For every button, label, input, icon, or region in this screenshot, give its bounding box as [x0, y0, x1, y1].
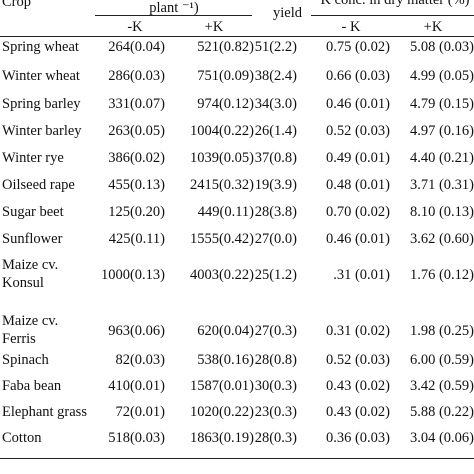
table-bottom-rule: [0, 458, 474, 459]
value-conc-plus-k: 3.71 (0.31): [409, 177, 474, 193]
value-minus-k: 518(0.03): [108, 430, 165, 446]
value-conc-plus-k: 4.99 (0.05): [409, 68, 474, 84]
value-conc-minus-k: 0.43 (0.02): [325, 404, 390, 420]
value-yield: 38(2.4): [254, 68, 297, 84]
crop-name: Sunflower: [2, 231, 63, 247]
value-yield: 37(0.8): [254, 150, 297, 166]
value-conc-plus-k: 1.98 (0.25): [409, 323, 474, 339]
value-conc-minus-k: 0.48 (0.01): [325, 177, 390, 193]
value-conc-minus-k: 0.70 (0.02): [325, 204, 390, 220]
value-plus-k: 2415(0.32): [189, 177, 254, 193]
value-minus-k: 263(0.05): [108, 123, 165, 139]
value-conc-minus-k: 0.46 (0.01): [325, 96, 390, 112]
value-yield: 25(1.2): [254, 267, 297, 283]
value-plus-k: 4003(0.22): [189, 267, 254, 283]
value-yield: 34(3.0): [254, 96, 297, 112]
value-yield: 26(1.4): [254, 123, 297, 139]
value-minus-k: 82(0.03): [115, 352, 165, 368]
value-plus-k: 751(0.09): [197, 68, 254, 84]
value-minus-k: 425(0.11): [108, 231, 165, 247]
header-plus-k-2: +K: [423, 19, 443, 35]
crop-name: Konsul: [2, 275, 44, 291]
value-plus-k: 1039(0.05): [189, 150, 254, 166]
value-plus-k: 1587(0.01): [189, 378, 254, 394]
crop-name: Maize cv.: [2, 313, 59, 329]
value-plus-k: 1004(0.22): [189, 123, 254, 139]
value-conc-minus-k: 0.52 (0.03): [325, 123, 390, 139]
value-yield: 19(3.9): [254, 177, 297, 193]
value-conc-minus-k: 0.43 (0.02): [325, 378, 390, 394]
value-conc-minus-k: 0.66 (0.03): [325, 68, 390, 84]
value-conc-minus-k: 0.36 (0.03): [325, 430, 390, 446]
value-minus-k: 331(0.07): [108, 96, 165, 112]
value-minus-k: 286(0.03): [108, 68, 165, 84]
header-yield: yield: [273, 5, 302, 21]
value-plus-k: 521(0.82): [197, 39, 254, 55]
value-conc-plus-k: 5.08 (0.03): [409, 39, 474, 55]
value-minus-k: 963(0.06): [108, 323, 165, 339]
header-group-rule-1: [95, 15, 252, 16]
value-conc-minus-k: 0.31 (0.02): [325, 323, 390, 339]
value-conc-minus-k: .31 (0.01): [333, 267, 390, 283]
value-conc-plus-k: 8.10 (0.13): [409, 204, 474, 220]
value-conc-plus-k: 5.88 (0.22): [409, 404, 474, 420]
crop-name: Spring barley: [2, 96, 81, 112]
crop-name: Sugar beet: [2, 204, 64, 220]
value-conc-plus-k: 3.42 (0.59): [409, 378, 474, 394]
value-minus-k: 455(0.13): [108, 177, 165, 193]
header-minus-k-1: -K: [127, 19, 143, 35]
value-plus-k: 538(0.16): [197, 352, 254, 368]
value-plus-k: 449(0.11): [197, 204, 254, 220]
header-minus-k-2: - K: [341, 19, 361, 35]
header-plus-k-1: +K: [204, 19, 224, 35]
crop-name: Cotton: [2, 430, 42, 446]
value-yield: 51(2.2): [254, 39, 297, 55]
value-plus-k: 620(0.04): [197, 323, 254, 339]
crop-name: Winter wheat: [2, 68, 80, 84]
crop-name: Faba bean: [2, 378, 62, 394]
crop-name: Spinach: [2, 352, 49, 368]
header-group-plant: plant ⁻¹): [149, 0, 199, 16]
value-conc-minus-k: 0.75 (0.02): [325, 39, 390, 55]
value-conc-minus-k: 0.52 (0.03): [325, 352, 390, 368]
header-crop: Crop: [2, 0, 31, 10]
value-plus-k: 1863(0.19): [189, 430, 254, 446]
value-plus-k: 1555(0.42): [189, 231, 254, 247]
crop-name: Winter rye: [2, 150, 64, 166]
value-minus-k: 386(0.02): [108, 150, 165, 166]
value-conc-plus-k: 4.97 (0.16): [409, 123, 474, 139]
value-conc-minus-k: 0.49 (0.01): [325, 150, 390, 166]
value-conc-plus-k: 3.62 (0.60): [409, 231, 474, 247]
value-yield: 27(0.3): [254, 323, 297, 339]
crop-name: Maize cv.: [2, 257, 59, 273]
value-plus-k: 1020(0.22): [189, 404, 254, 420]
value-plus-k: 974(0.12): [197, 96, 254, 112]
crop-name: Spring wheat: [2, 39, 79, 55]
value-yield: 23(0.3): [254, 404, 297, 420]
value-conc-plus-k: 4.79 (0.15): [409, 96, 474, 112]
crop-name: Oilseed rape: [2, 177, 75, 193]
header-group-rule-2: [311, 15, 474, 16]
value-minus-k: 1000(0.13): [100, 267, 165, 283]
header-bottom-rule: [0, 36, 474, 37]
value-minus-k: 125(0.20): [108, 204, 165, 220]
value-yield: 27(0.0): [254, 231, 297, 247]
crop-name: Ferris: [2, 331, 36, 347]
value-yield: 28(0.3): [254, 430, 297, 446]
value-conc-plus-k: 3.04 (0.06): [409, 430, 474, 446]
header-group-k-conc: K conc. in dry matter (%): [320, 0, 470, 8]
value-conc-plus-k: 4.40 (0.21): [409, 150, 474, 166]
value-minus-k: 72(0.01): [115, 404, 165, 420]
value-minus-k: 410(0.01): [108, 378, 165, 394]
value-yield: 28(3.8): [254, 204, 297, 220]
value-conc-plus-k: 1.76 (0.12): [409, 267, 474, 283]
crop-name: Elephant grass: [2, 404, 87, 420]
value-conc-minus-k: 0.46 (0.01): [325, 231, 390, 247]
value-yield: 30(0.3): [254, 378, 297, 394]
crop-name: Winter barley: [2, 123, 82, 139]
value-yield: 28(0.8): [254, 352, 297, 368]
value-minus-k: 264(0.04): [108, 39, 165, 55]
value-conc-plus-k: 6.00 (0.59): [409, 352, 474, 368]
